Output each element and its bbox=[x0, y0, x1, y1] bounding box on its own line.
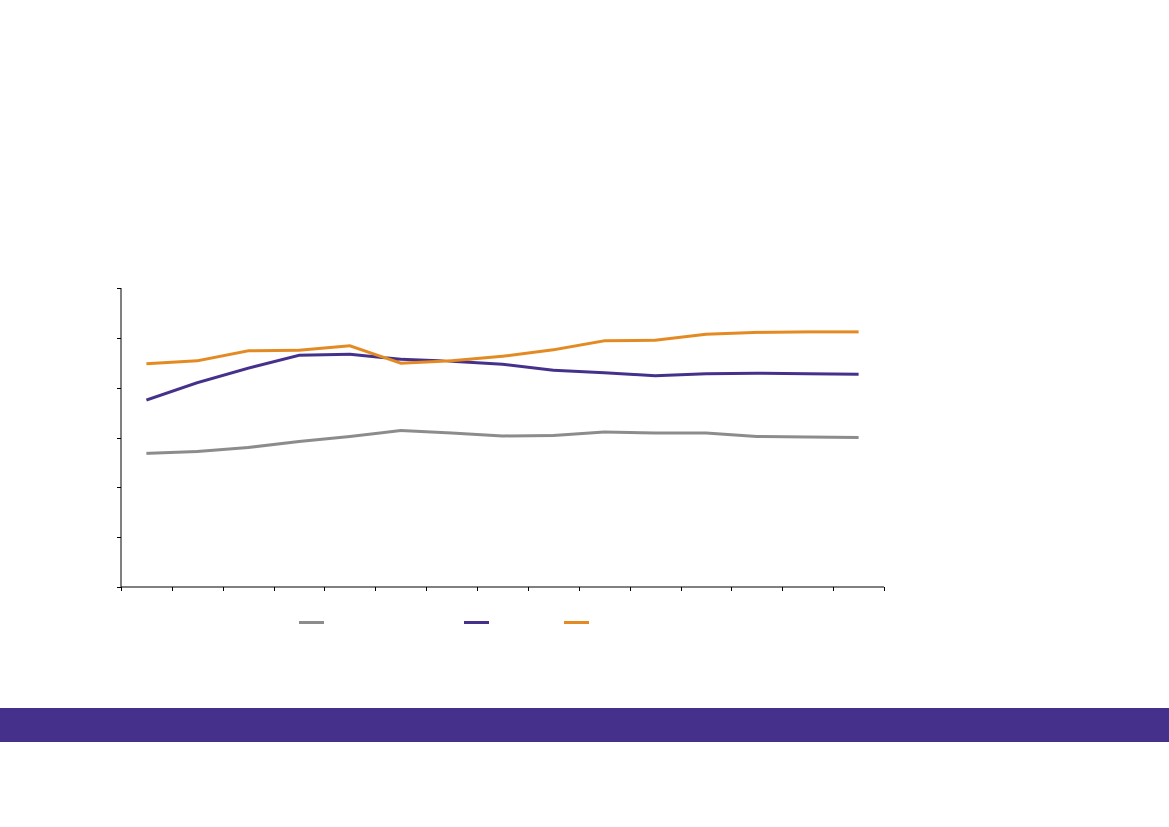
series-line-3 bbox=[146, 330, 859, 366]
chart-plot-area bbox=[145, 330, 859, 455]
chart-axes bbox=[117, 288, 885, 591]
footer-bar bbox=[0, 708, 1169, 742]
series-line-1 bbox=[146, 429, 859, 455]
series-line-2 bbox=[145, 352, 859, 402]
